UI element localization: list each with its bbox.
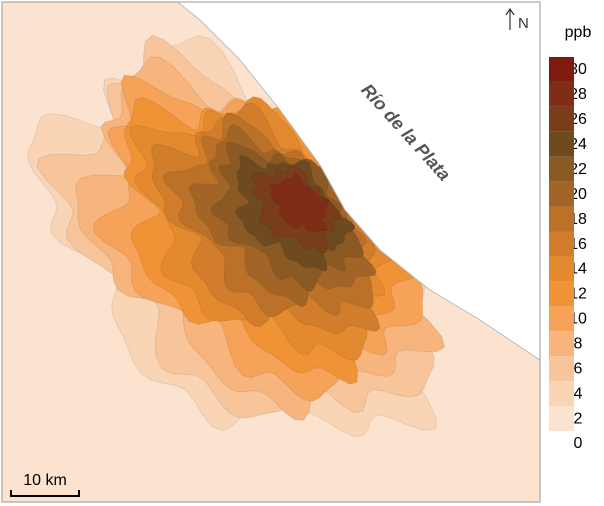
scale-label: 10 km bbox=[23, 472, 67, 489]
legend-title: ppb bbox=[565, 24, 592, 41]
legend-tick-label: 2 bbox=[574, 410, 583, 427]
legend-bin bbox=[549, 131, 574, 157]
north-label: N bbox=[518, 15, 529, 32]
legend-tick-label: 6 bbox=[574, 360, 583, 377]
concentration-zone bbox=[269, 173, 330, 233]
legend-tick-label: 8 bbox=[574, 335, 583, 352]
legend-bin bbox=[549, 181, 574, 207]
legend-bin bbox=[549, 156, 574, 182]
legend-bin bbox=[549, 206, 574, 232]
legend-bin bbox=[549, 256, 574, 282]
river bbox=[176, 2, 540, 361]
legend-bin bbox=[549, 281, 574, 307]
legend-bin bbox=[549, 356, 574, 382]
legend-bin bbox=[549, 331, 574, 357]
legend-bin bbox=[549, 231, 574, 257]
legend-bin bbox=[549, 381, 574, 407]
legend-bin bbox=[549, 81, 574, 107]
scale-bar: 10 km bbox=[10, 472, 80, 497]
legend-bin bbox=[549, 406, 574, 431]
legend-tick-label: 4 bbox=[574, 385, 583, 402]
legend-bin bbox=[549, 106, 574, 132]
north-arrow: N bbox=[505, 7, 529, 32]
legend-tick-label: 0 bbox=[574, 435, 583, 452]
legend-bin bbox=[549, 57, 574, 82]
legend-bin bbox=[549, 306, 574, 332]
map-frame bbox=[1, 1, 541, 503]
